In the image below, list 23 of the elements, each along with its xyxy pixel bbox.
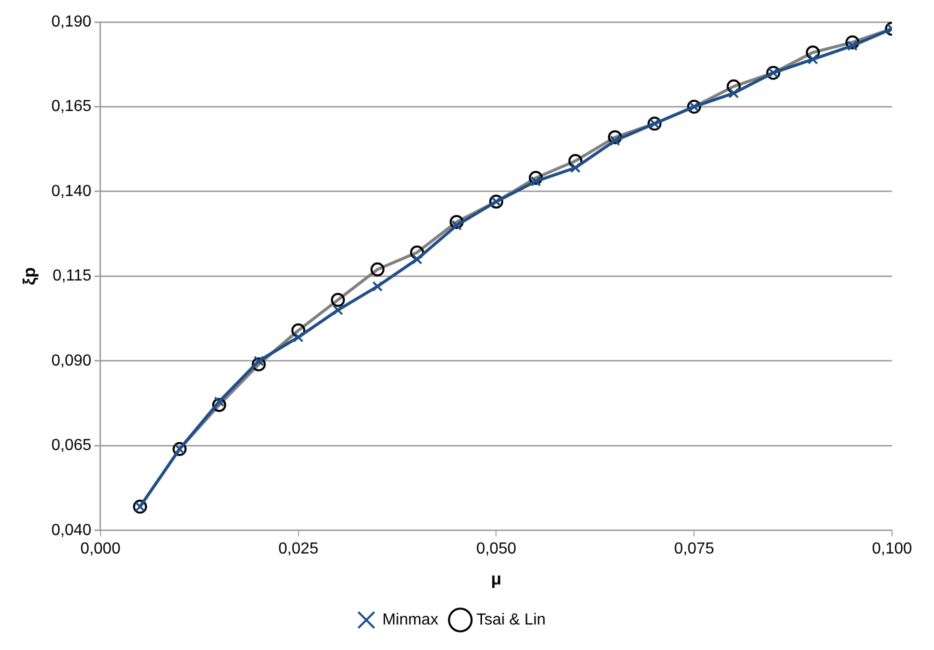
- y-tick-label: 0,065: [51, 437, 92, 454]
- x-tick-label: 0,100: [872, 540, 912, 558]
- x-tick-label: 0,000: [80, 540, 121, 558]
- y-tick-label: 0,140: [51, 182, 92, 200]
- legend-label: Minmax: [382, 611, 438, 628]
- point: [332, 304, 344, 316]
- y-tick-label: 0,040: [51, 522, 92, 539]
- y-tick-label: 0,115: [52, 268, 92, 285]
- x-tick-label: 0,075: [674, 540, 714, 558]
- y-tick-label: 0,090: [51, 352, 92, 370]
- legend-label: Tsai & Lin: [476, 611, 546, 628]
- point: [808, 54, 818, 65]
- point: [570, 162, 581, 173]
- x-tick-label: 0,025: [278, 540, 318, 558]
- point: [412, 254, 422, 264]
- y-tick-label: 0,165: [51, 98, 92, 116]
- x-tick-label: 0,050: [476, 540, 516, 558]
- point: [728, 88, 739, 98]
- point: [293, 332, 304, 342]
- y-tick-label: 0,190: [51, 13, 92, 30]
- point: [372, 281, 383, 292]
- x-axis-title: μ: [491, 569, 502, 588]
- y-axis-title: ξp: [20, 267, 39, 286]
